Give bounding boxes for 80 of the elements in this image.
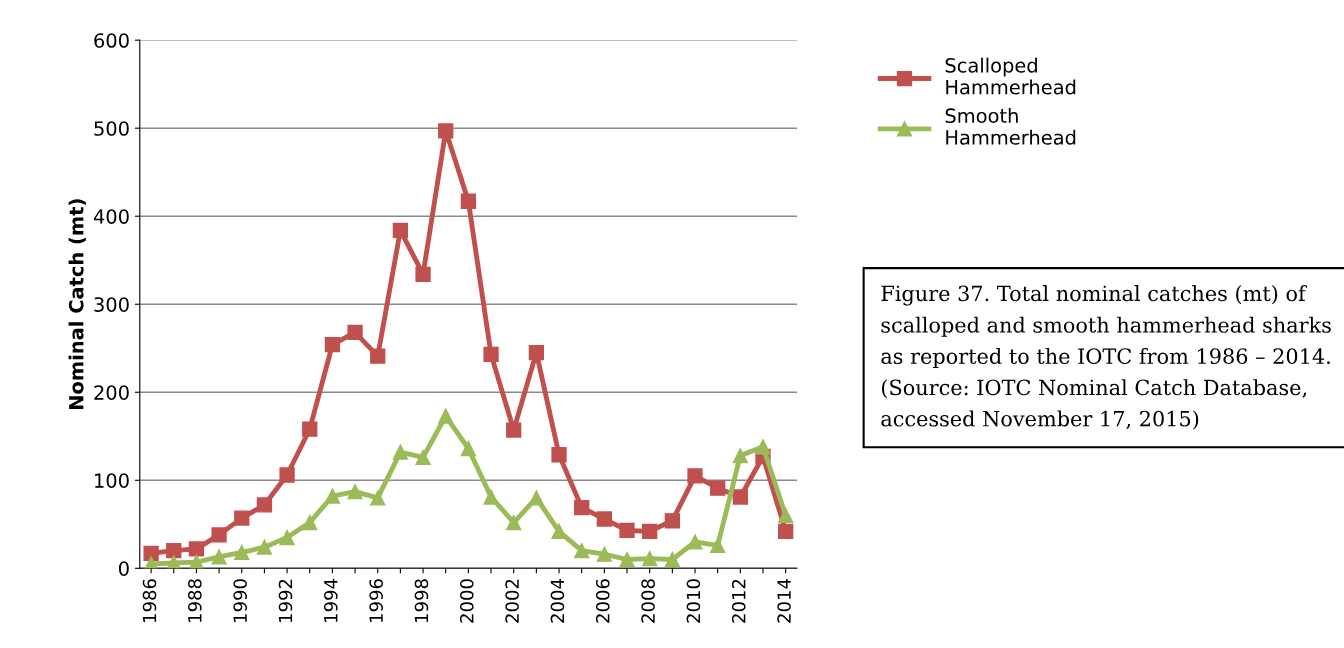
- point: [710, 480, 726, 496]
- point: [596, 511, 612, 527]
- point: [596, 546, 612, 562]
- y-tick-label: 300: [94, 297, 129, 312]
- point: [392, 222, 409, 238]
- caption: Figure 37. Total nominal catches (mt) of scalloped and smooth hammerhead sharks as reported to the IOTC from 1986 – 2014. (Source: IOTC Nominal Catch Database, accessed November 17, 2015): [881, 285, 1331, 430]
- point: [778, 507, 794, 524]
- x-tick-label: 2010: [686, 579, 701, 623]
- point: [392, 444, 409, 460]
- point: [415, 266, 431, 282]
- x-tick-label: 1996: [369, 579, 383, 622]
- point: [506, 422, 522, 438]
- x-tick-label: 2012: [731, 579, 746, 623]
- x-tick-label: 1988: [188, 579, 202, 622]
- point: [619, 551, 635, 568]
- point: [143, 545, 159, 561]
- point: [324, 488, 341, 504]
- point: [642, 550, 658, 567]
- point: [256, 497, 273, 513]
- x-tick-label: 1994: [323, 579, 338, 622]
- point: [687, 468, 703, 484]
- point: [528, 345, 545, 361]
- point: [347, 484, 363, 500]
- y-tick-label: 600: [94, 33, 129, 48]
- point: [234, 510, 250, 526]
- x-tick-label: 2002: [505, 579, 519, 623]
- point: [324, 337, 341, 353]
- x-tick-label: 1990: [233, 579, 247, 622]
- point: [302, 421, 318, 437]
- point: [460, 193, 477, 209]
- legend-label: Smooth Hammerhead: [945, 107, 1076, 145]
- point: [664, 551, 680, 568]
- point: [188, 554, 205, 569]
- x-tick-label: 1992: [278, 579, 293, 622]
- x-tick-label: 2014: [777, 579, 791, 623]
- point: [664, 513, 680, 529]
- y-tick-label: 0: [118, 561, 129, 576]
- point: [574, 543, 590, 559]
- point: [211, 549, 227, 565]
- point: [551, 447, 567, 463]
- x-tick-label: 2000: [459, 579, 474, 623]
- point: [778, 523, 794, 539]
- point: [687, 534, 703, 550]
- y-axis-title: Nominal Catch (mt): [68, 199, 86, 410]
- point: [347, 324, 363, 341]
- point: [574, 499, 590, 516]
- point: [506, 514, 522, 531]
- point: [528, 490, 545, 506]
- point: [302, 514, 318, 531]
- x-tick-label: 2008: [641, 579, 655, 623]
- point: [256, 539, 273, 555]
- point: [483, 489, 499, 505]
- point: [619, 522, 635, 539]
- x-tick-label: 2004: [550, 579, 565, 623]
- y-tick-label: 400: [93, 209, 129, 224]
- point: [438, 408, 454, 424]
- point: [732, 489, 748, 505]
- point: [279, 529, 295, 546]
- x-tick-label: 1998: [414, 579, 429, 622]
- x-tick-label: 2006: [595, 579, 610, 623]
- legend-label: Scalloped Hammerhead: [945, 57, 1076, 95]
- point: [732, 447, 748, 464]
- point: [415, 449, 431, 466]
- y-tick-label: 200: [94, 385, 129, 400]
- point: [438, 123, 454, 139]
- point: [211, 527, 227, 543]
- point: [755, 439, 771, 455]
- y-tick-label: 100: [95, 473, 129, 488]
- point: [642, 523, 658, 539]
- point: [188, 541, 205, 557]
- point: [460, 440, 477, 457]
- point: [166, 543, 182, 559]
- point: [370, 348, 386, 364]
- point: [483, 346, 499, 363]
- x-tick-label: 1986: [142, 579, 157, 622]
- point: [710, 537, 726, 554]
- y-tick-label: 500: [94, 121, 129, 136]
- point: [279, 467, 295, 483]
- point: [370, 490, 386, 506]
- point: [234, 544, 250, 561]
